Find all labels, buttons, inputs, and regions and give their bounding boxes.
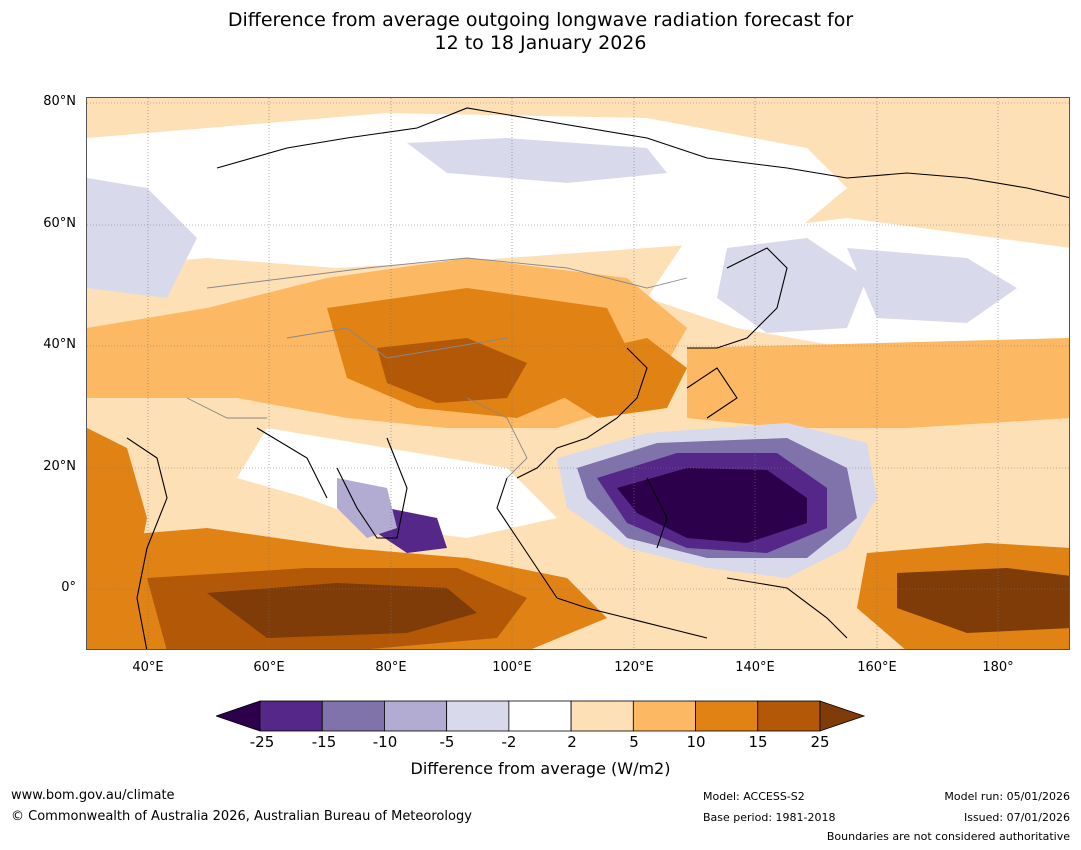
bom-website-link[interactable]: www.bom.gov.au/climate bbox=[11, 788, 175, 803]
lon-label-40e: 40°E bbox=[132, 660, 164, 675]
lon-label-140e: 140°E bbox=[735, 660, 775, 675]
colorbar-tick: -2 bbox=[501, 733, 517, 751]
lat-label-80n: 80°N bbox=[43, 94, 76, 109]
colorbar-label: Difference from average (W/m2) bbox=[410, 759, 671, 778]
colorbar-cell bbox=[508, 700, 572, 732]
colorbar-tick: -10 bbox=[372, 733, 398, 751]
colorbar-extend-high bbox=[819, 700, 866, 732]
boundaries-disclaimer: Boundaries are not considered authoritat… bbox=[826, 830, 1070, 843]
colorbar-tick: -15 bbox=[311, 733, 337, 751]
anomaly-light-purple-west bbox=[87, 178, 197, 298]
lat-label-20n: 20°N bbox=[43, 459, 76, 474]
anomaly-light-purple-kamchatka bbox=[717, 238, 867, 333]
base-period: Base period: 1981-2018 bbox=[703, 811, 836, 824]
anomaly-light-purple-arctic bbox=[407, 138, 667, 183]
colorbar-cell bbox=[570, 700, 634, 732]
colorbar-cell bbox=[632, 700, 696, 732]
anomaly-orange-china-east bbox=[557, 338, 687, 418]
lat-label-equator: 0° bbox=[61, 580, 76, 595]
model-run-date: Model run: 05/01/2026 bbox=[944, 790, 1070, 803]
lon-label-160e: 160°E bbox=[857, 660, 897, 675]
colorbar bbox=[216, 700, 866, 732]
colorbar-cell bbox=[757, 700, 821, 732]
colorbar-tick: -5 bbox=[439, 733, 455, 751]
anomaly-orange-pacific-band bbox=[687, 338, 1069, 428]
issued-date: Issued: 07/01/2026 bbox=[963, 811, 1070, 824]
anomaly-neutral-north bbox=[87, 113, 847, 268]
colorbar-extend-low bbox=[216, 700, 261, 732]
colorbar-cell bbox=[446, 700, 510, 732]
colorbar-cells bbox=[259, 700, 821, 732]
chart-title: Difference from average outgoing longwav… bbox=[0, 9, 1081, 55]
colorbar-cell bbox=[695, 700, 759, 732]
model-name: Model: ACCESS-S2 bbox=[703, 790, 805, 803]
copyright-text: © Commonwealth of Australia 2026, Austra… bbox=[11, 809, 472, 824]
colorbar-cell bbox=[259, 700, 323, 732]
lat-label-60n: 60°N bbox=[43, 216, 76, 231]
map-canvas bbox=[87, 98, 1069, 649]
olr-anomaly-map bbox=[86, 97, 1070, 650]
anomaly-dark-brown-indian-ocean bbox=[207, 583, 477, 638]
colorbar-tick: 25 bbox=[810, 733, 830, 751]
colorbar-tick: 2 bbox=[567, 733, 577, 751]
colorbar-tick: 5 bbox=[629, 733, 639, 751]
title-line-2: 12 to 18 January 2026 bbox=[434, 32, 647, 54]
anomaly-light-purple-india bbox=[337, 478, 397, 538]
lon-label-60e: 60°E bbox=[253, 660, 285, 675]
colorbar-tick: -25 bbox=[249, 733, 275, 751]
colorbar-tick: 10 bbox=[686, 733, 706, 751]
title-line-1: Difference from average outgoing longwav… bbox=[227, 9, 854, 31]
anomaly-light-purple-pacific bbox=[847, 248, 1017, 323]
lat-label-40n: 40°N bbox=[43, 337, 76, 352]
country-borders bbox=[186, 257, 688, 479]
colorbar-cell bbox=[321, 700, 385, 732]
map-gridlines bbox=[87, 98, 1069, 649]
lon-label-100e: 100°E bbox=[492, 660, 532, 675]
anomaly-neutral-india bbox=[237, 428, 557, 538]
colorbar-cell bbox=[384, 700, 448, 732]
lon-label-80e: 80°E bbox=[375, 660, 407, 675]
colorbar-tick: 15 bbox=[748, 733, 768, 751]
coastlines bbox=[126, 107, 1069, 649]
lon-label-120e: 120°E bbox=[614, 660, 654, 675]
anomaly-dark-brown-east-pacific bbox=[897, 568, 1069, 633]
lon-label-180: 180° bbox=[982, 660, 1014, 675]
anomaly-brown-tibet bbox=[377, 338, 527, 403]
